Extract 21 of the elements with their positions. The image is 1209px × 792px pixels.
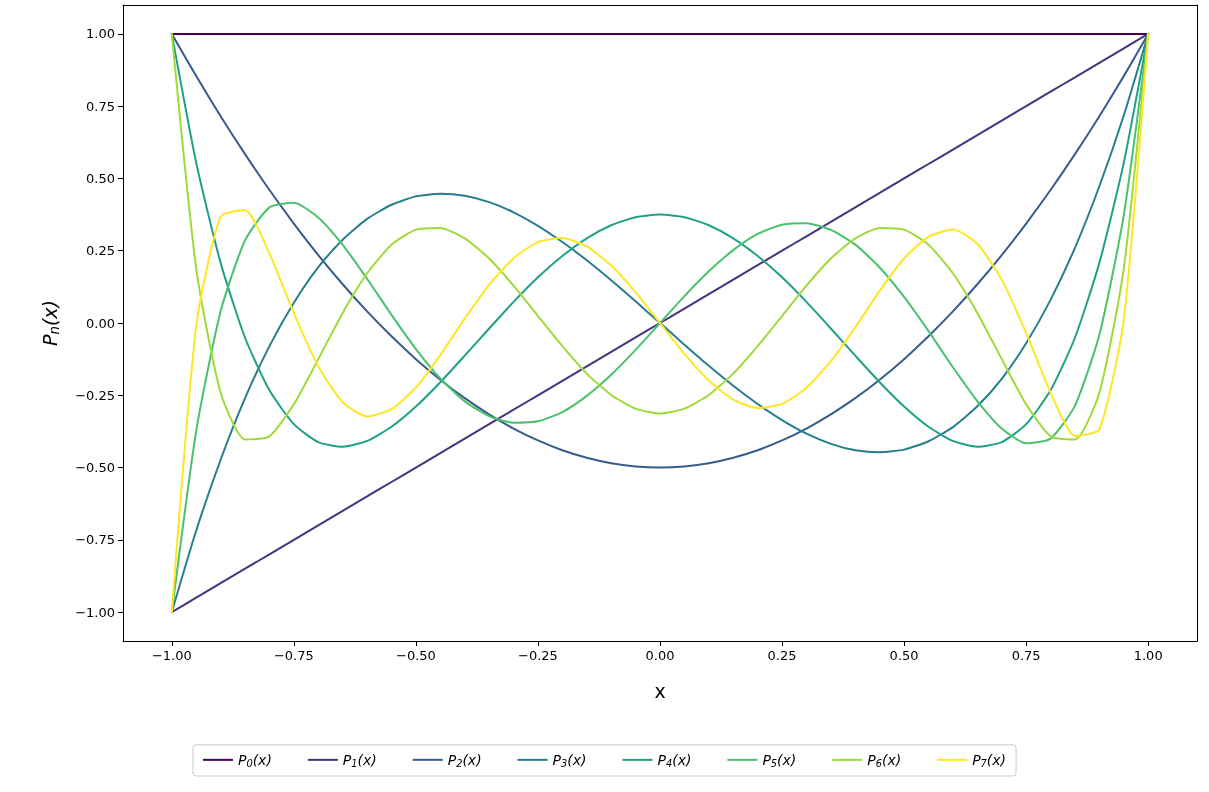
x-tick-label: 1.00 [1133,648,1163,663]
x-tick-label: −0.75 [273,648,314,663]
line-series [170,32,1150,614]
y-tick-label: −0.75 [75,532,115,548]
y-tick-label: 0.00 [86,315,115,331]
x-tick-label: −0.25 [518,648,558,663]
y-tick-label: −0.50 [75,460,115,476]
x-tick-label: −1.00 [151,648,192,663]
x-tick-label: −0.50 [395,648,436,663]
x-tick-label: 0.75 [1011,648,1041,663]
y-tick-label: 0.75 [86,98,115,114]
y-tick-label: 0.50 [86,170,115,186]
y-tick-label: −1.00 [75,604,115,620]
x-tick-label: 0.50 [889,648,919,663]
x-axis-title: x [654,679,666,702]
y-axis-title: Pn(x) [39,300,62,346]
x-tick-label: 0.00 [645,648,675,663]
x-tick-label: 0.25 [767,648,797,663]
y-tick-label: −0.25 [75,387,115,403]
y-tick-label: 1.00 [86,26,115,42]
y-tick-label: 0.25 [86,243,115,259]
